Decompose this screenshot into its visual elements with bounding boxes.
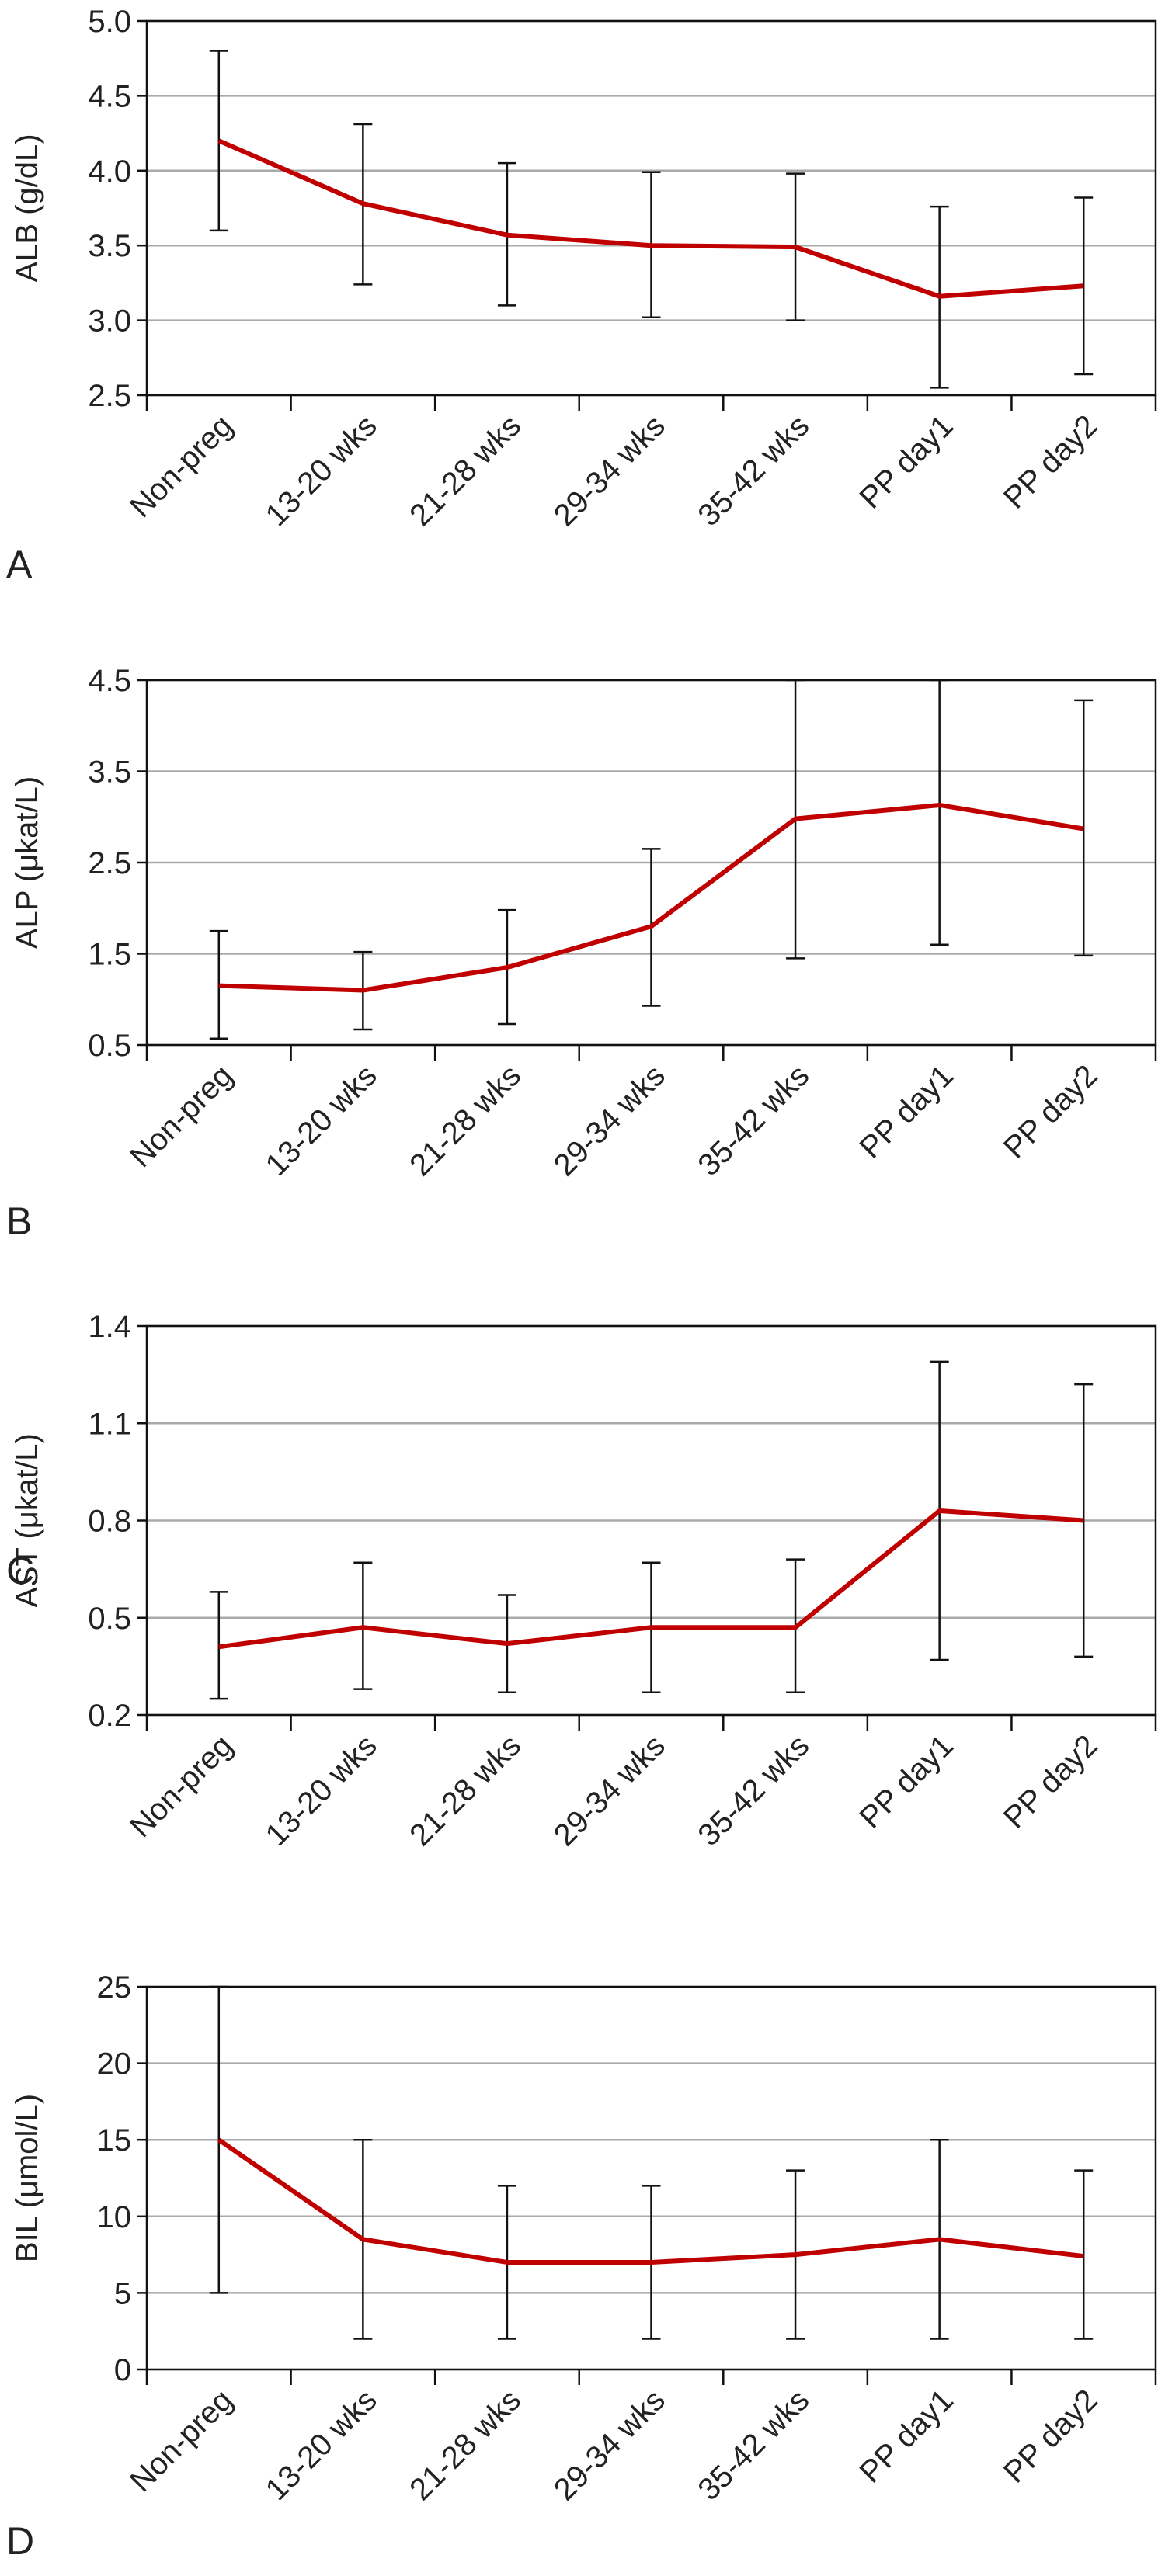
y-tick-label: 3.0	[88, 304, 131, 338]
error-bar	[930, 679, 949, 946]
y-tick-label: 2.5	[88, 379, 131, 413]
x-tick-label: 29-34 wks	[548, 1058, 672, 1182]
data-line	[217, 2137, 1084, 2265]
x-tick-label: 21-28 wks	[403, 2383, 527, 2507]
x-tick-label: PP day1	[853, 2383, 960, 2490]
y-tick-label: 5	[114, 2276, 131, 2310]
y-tick-label: 1.4	[88, 1310, 131, 1344]
data-line	[217, 138, 1084, 299]
y-axis-label: BIL (μmol/L)	[10, 2094, 44, 2262]
plot-frame	[145, 1324, 1157, 1717]
panel-label: C	[6, 1549, 34, 1592]
y-tick-label: 10	[97, 2200, 132, 2234]
x-tick-label: PP day1	[853, 1058, 960, 1165]
y-tick-label: 25	[97, 1970, 132, 2005]
x-tick-label: 35-42 wks	[691, 1058, 816, 1182]
x-tick-label: Non-preg	[123, 1058, 239, 1174]
x-tick-label: 21-28 wks	[403, 408, 527, 533]
y-tick-label: 0.8	[88, 1505, 131, 1539]
y-tick-label: 0.2	[88, 1699, 131, 1733]
x-tick-label: 21-28 wks	[403, 1728, 527, 1852]
x-tick-label: 29-34 wks	[548, 408, 672, 533]
x-tick-label: 13-20 wks	[259, 408, 384, 533]
x-tick-label: PP day1	[853, 408, 960, 516]
y-tick-label: 15	[97, 2123, 132, 2158]
y-axis-label: ALP (μkat/L)	[10, 776, 44, 949]
error-bar	[1074, 196, 1094, 376]
x-tick-label: 29-34 wks	[548, 2383, 672, 2507]
x-tick-label: PP day2	[997, 2383, 1104, 2490]
x-tick-label: 13-20 wks	[259, 2383, 384, 2507]
x-tick-label: PP day2	[997, 1058, 1104, 1165]
plot-frame	[145, 679, 1157, 1047]
x-tick-label: 35-42 wks	[691, 408, 816, 533]
plot-frame	[145, 1985, 1157, 2371]
panel-label: A	[6, 543, 33, 586]
x-tick-label: Non-preg	[123, 408, 239, 524]
x-tick-label: PP day1	[853, 1728, 960, 1835]
y-tick-label: 4.5	[88, 79, 131, 113]
x-tick-label: 29-34 wks	[548, 1728, 672, 1852]
y-tick-label: 1.1	[88, 1407, 131, 1441]
y-tick-label: 20	[97, 2047, 132, 2081]
panel-label: D	[6, 2519, 34, 2563]
x-tick-label: 21-28 wks	[403, 1058, 527, 1182]
x-tick-label: 35-42 wks	[691, 1728, 816, 1852]
y-axis-label: AST (μkat/L)	[10, 1433, 44, 1608]
x-tick-label: PP day2	[997, 408, 1104, 516]
y-tick-label: 2.5	[88, 846, 131, 880]
y-tick-label: 0.5	[88, 1602, 131, 1636]
y-tick-label: 4.5	[88, 664, 131, 698]
y-tick-label: 0	[114, 2353, 131, 2387]
x-tick-label: Non-preg	[123, 2383, 239, 2498]
panel-label: B	[6, 1199, 32, 1243]
data-line	[218, 1508, 1084, 1650]
x-tick-label: Non-preg	[123, 1728, 239, 1844]
y-tick-label: 3.5	[88, 755, 131, 790]
y-tick-label: 4.0	[88, 154, 131, 189]
x-tick-label: 35-42 wks	[691, 2383, 816, 2507]
y-tick-label: 3.5	[88, 229, 131, 263]
y-tick-label: 1.5	[88, 938, 131, 972]
y-tick-label: 0.5	[88, 1029, 131, 1063]
plot-frame	[145, 19, 1157, 397]
error-bar	[209, 929, 228, 1040]
y-tick-label: 5.0	[88, 5, 131, 39]
x-tick-label: 13-20 wks	[259, 1728, 384, 1852]
data-line	[218, 802, 1084, 993]
y-axis-label: ALB (g/dL)	[10, 134, 44, 282]
x-tick-label: 13-20 wks	[259, 1058, 384, 1182]
x-tick-label: PP day2	[997, 1728, 1104, 1835]
